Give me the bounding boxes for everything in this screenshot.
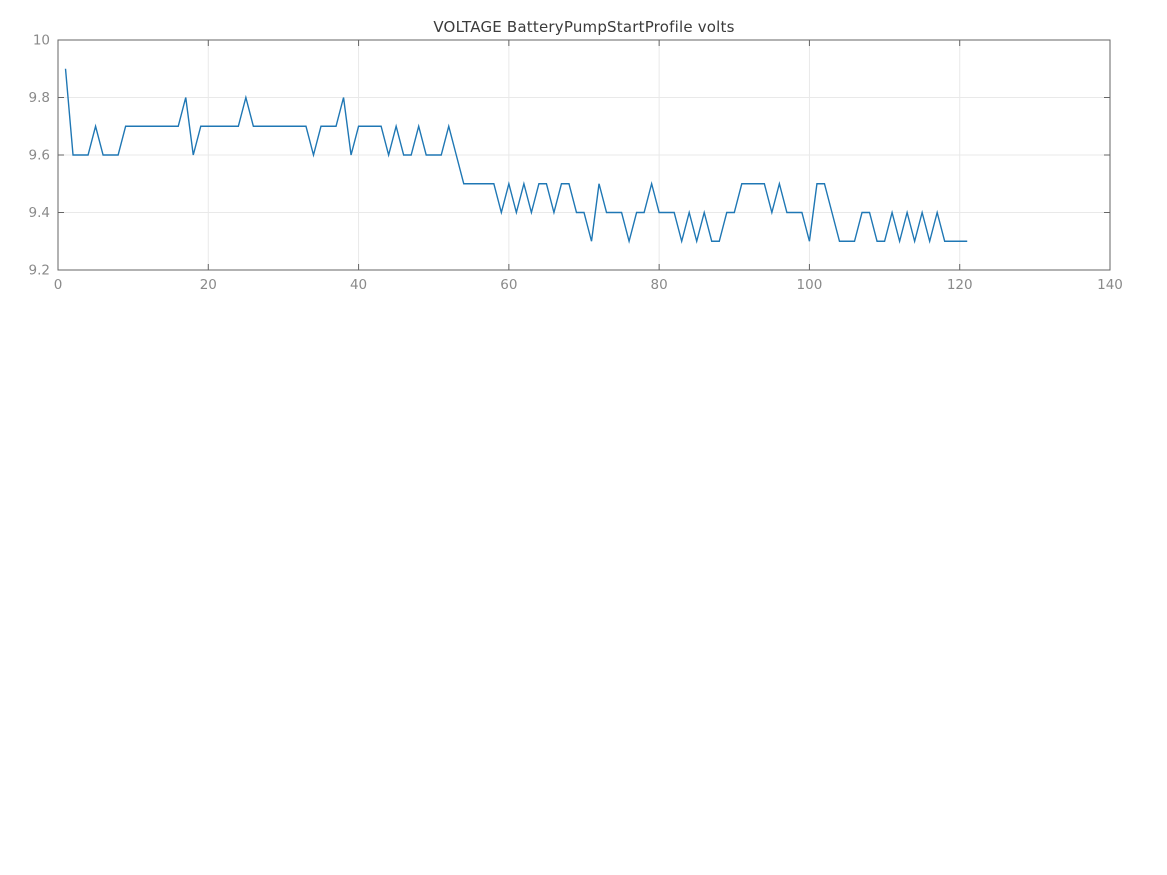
x-tick-label: 40 bbox=[350, 277, 367, 293]
x-tick-label: 140 bbox=[1097, 277, 1123, 293]
y-tick-label: 9.2 bbox=[29, 263, 50, 279]
x-tick-label: 20 bbox=[200, 277, 217, 293]
y-tick-label: 9.4 bbox=[29, 205, 50, 221]
x-tick-label: 100 bbox=[797, 277, 823, 293]
x-tick-label: 80 bbox=[651, 277, 668, 293]
x-tick-label: 0 bbox=[54, 277, 63, 293]
voltage-series-line bbox=[64, 68, 968, 245]
x-tick-label: 120 bbox=[947, 277, 973, 293]
x-tick-label: 60 bbox=[500, 277, 517, 293]
y-tick-label: 10 bbox=[33, 33, 50, 49]
y-tick-label: 9.8 bbox=[29, 90, 50, 106]
chart-title: VOLTAGE BatteryPumpStartProfile volts bbox=[433, 18, 735, 36]
y-tick-label: 9.6 bbox=[29, 148, 50, 164]
